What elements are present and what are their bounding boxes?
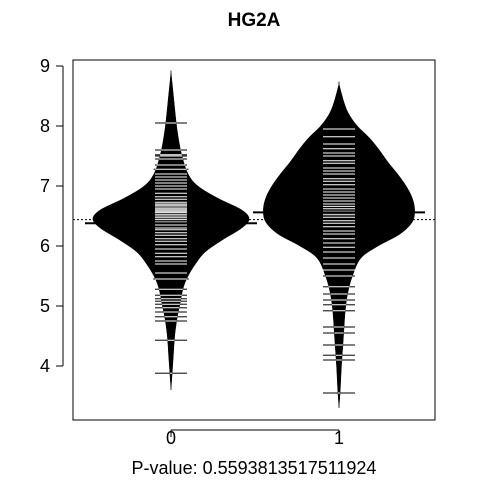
bean-shape-1 — [263, 81, 415, 409]
y-tick-label-9: 9 — [40, 56, 50, 76]
x-tick-label-0: 0 — [166, 428, 176, 448]
x-tick-label-1: 1 — [334, 428, 344, 448]
y-tick-label-7: 7 — [40, 176, 50, 196]
y-tick-label-4: 4 — [40, 356, 50, 376]
y-axis: 4 5 6 7 8 9 — [40, 56, 64, 376]
beans-layer — [73, 70, 435, 409]
y-tick-label-6: 6 — [40, 236, 50, 256]
x-axis-label: P-value: 0.5593813517511924 — [132, 458, 377, 478]
y-tick-label-8: 8 — [40, 116, 50, 136]
chart-title: HG2A — [228, 10, 281, 31]
plot-frame — [72, 59, 436, 421]
y-tick-label-5: 5 — [40, 296, 50, 316]
